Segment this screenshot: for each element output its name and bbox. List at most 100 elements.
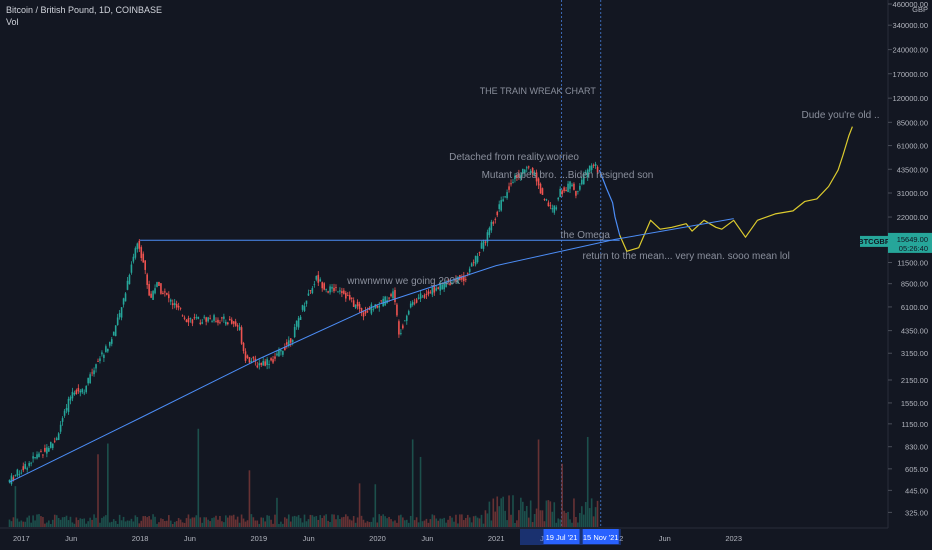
candle-body — [567, 183, 569, 193]
volume-bar — [289, 521, 292, 527]
annotation-text: the Omega — [561, 230, 611, 241]
candle-body — [443, 282, 445, 290]
candle-body — [451, 282, 453, 285]
candle-body — [535, 172, 538, 182]
candle-body — [366, 311, 369, 313]
candle-body — [272, 359, 274, 363]
volume-bar — [474, 515, 477, 527]
volume-bar — [93, 514, 95, 527]
volume-bar — [95, 517, 97, 527]
volume-bar — [498, 506, 501, 527]
volume-bar — [486, 513, 489, 527]
candle-body — [185, 319, 188, 323]
volume-bar — [457, 523, 459, 527]
candle-body — [500, 200, 502, 211]
candle-body — [136, 243, 139, 250]
candle-body — [303, 305, 306, 311]
candle-body — [191, 319, 194, 324]
candle-body — [331, 286, 333, 289]
volume-bar — [40, 516, 42, 527]
volume-bar — [124, 521, 127, 527]
volume-bar — [402, 517, 404, 527]
candle-body — [590, 165, 593, 170]
candle-body — [372, 308, 375, 310]
volume-bar — [407, 522, 410, 527]
candle-body — [504, 196, 506, 198]
volume-bar — [193, 517, 196, 527]
volume-bar — [203, 517, 206, 527]
volume-bar — [596, 500, 599, 527]
candle-body — [295, 320, 298, 327]
volume-bar — [358, 483, 361, 527]
volume-bar — [443, 517, 445, 527]
volume-bar — [331, 514, 333, 527]
volume-bar — [69, 516, 72, 527]
volume-bar — [209, 521, 211, 527]
candle-body — [270, 358, 272, 361]
volume-bar — [158, 522, 160, 527]
volume-bar — [225, 515, 227, 527]
candle-body — [405, 315, 408, 321]
candle-body — [162, 292, 164, 294]
volume-bar — [545, 500, 548, 527]
candle-body — [441, 284, 443, 290]
volume-bar — [429, 519, 432, 527]
date-label: 19 Jul '21 — [546, 533, 578, 542]
candle-body — [435, 288, 438, 291]
candle-body — [260, 362, 263, 365]
candle-body — [431, 287, 434, 295]
price-axis-bg — [888, 0, 932, 550]
candle-body — [427, 291, 430, 295]
candle-body — [77, 387, 80, 392]
candle-body — [380, 300, 383, 302]
volume-bar — [132, 521, 135, 527]
time-tick-label: 2021 — [488, 534, 505, 543]
volume-bar — [130, 518, 133, 527]
forecast-line — [619, 126, 853, 252]
date-label-bg — [582, 529, 619, 544]
time-tick-label: 2020 — [369, 534, 386, 543]
candle-body — [484, 241, 487, 243]
volume-bar — [146, 517, 148, 527]
candle-body — [171, 303, 174, 306]
annotation-text: Mutant apes bro. ...Biden resigned son — [482, 170, 654, 181]
candle-body — [140, 247, 143, 259]
volume-bar — [313, 516, 316, 527]
candle-body — [282, 350, 284, 355]
volume-bar — [97, 454, 99, 527]
candle-body — [158, 281, 160, 286]
volume-bar — [582, 514, 585, 527]
price-tick-label: 22000.00 — [897, 213, 928, 222]
volume-bar — [523, 511, 526, 527]
volume-bar — [439, 518, 442, 527]
volume-bar — [565, 512, 567, 527]
volume-bar — [445, 522, 447, 527]
candle-body — [563, 187, 565, 192]
candle-body — [307, 293, 310, 296]
candle-body — [109, 341, 111, 346]
candle-body — [549, 205, 552, 207]
volume-bar — [413, 520, 416, 527]
volume-bar — [433, 515, 436, 527]
volume-bar — [360, 515, 363, 527]
volume-bar — [590, 498, 593, 527]
candle-body — [238, 326, 241, 331]
annotation-text: return to the mean... very mean. sooo me… — [583, 251, 790, 262]
volume-bar — [154, 516, 156, 527]
candle-body — [346, 295, 349, 297]
candle-body — [329, 286, 331, 293]
volume-bar — [223, 522, 225, 527]
volume-bar — [207, 519, 209, 527]
volume-bar — [577, 522, 579, 527]
candle-body — [28, 463, 30, 466]
volume-bar — [346, 516, 349, 527]
volume-bar — [301, 522, 304, 527]
volume-bar — [455, 514, 457, 527]
volume-bar — [85, 523, 88, 527]
volume-bar — [409, 515, 412, 527]
candle-body — [280, 349, 282, 352]
candle-body — [46, 447, 48, 454]
candle-body — [175, 304, 178, 308]
candle-body — [541, 188, 544, 195]
